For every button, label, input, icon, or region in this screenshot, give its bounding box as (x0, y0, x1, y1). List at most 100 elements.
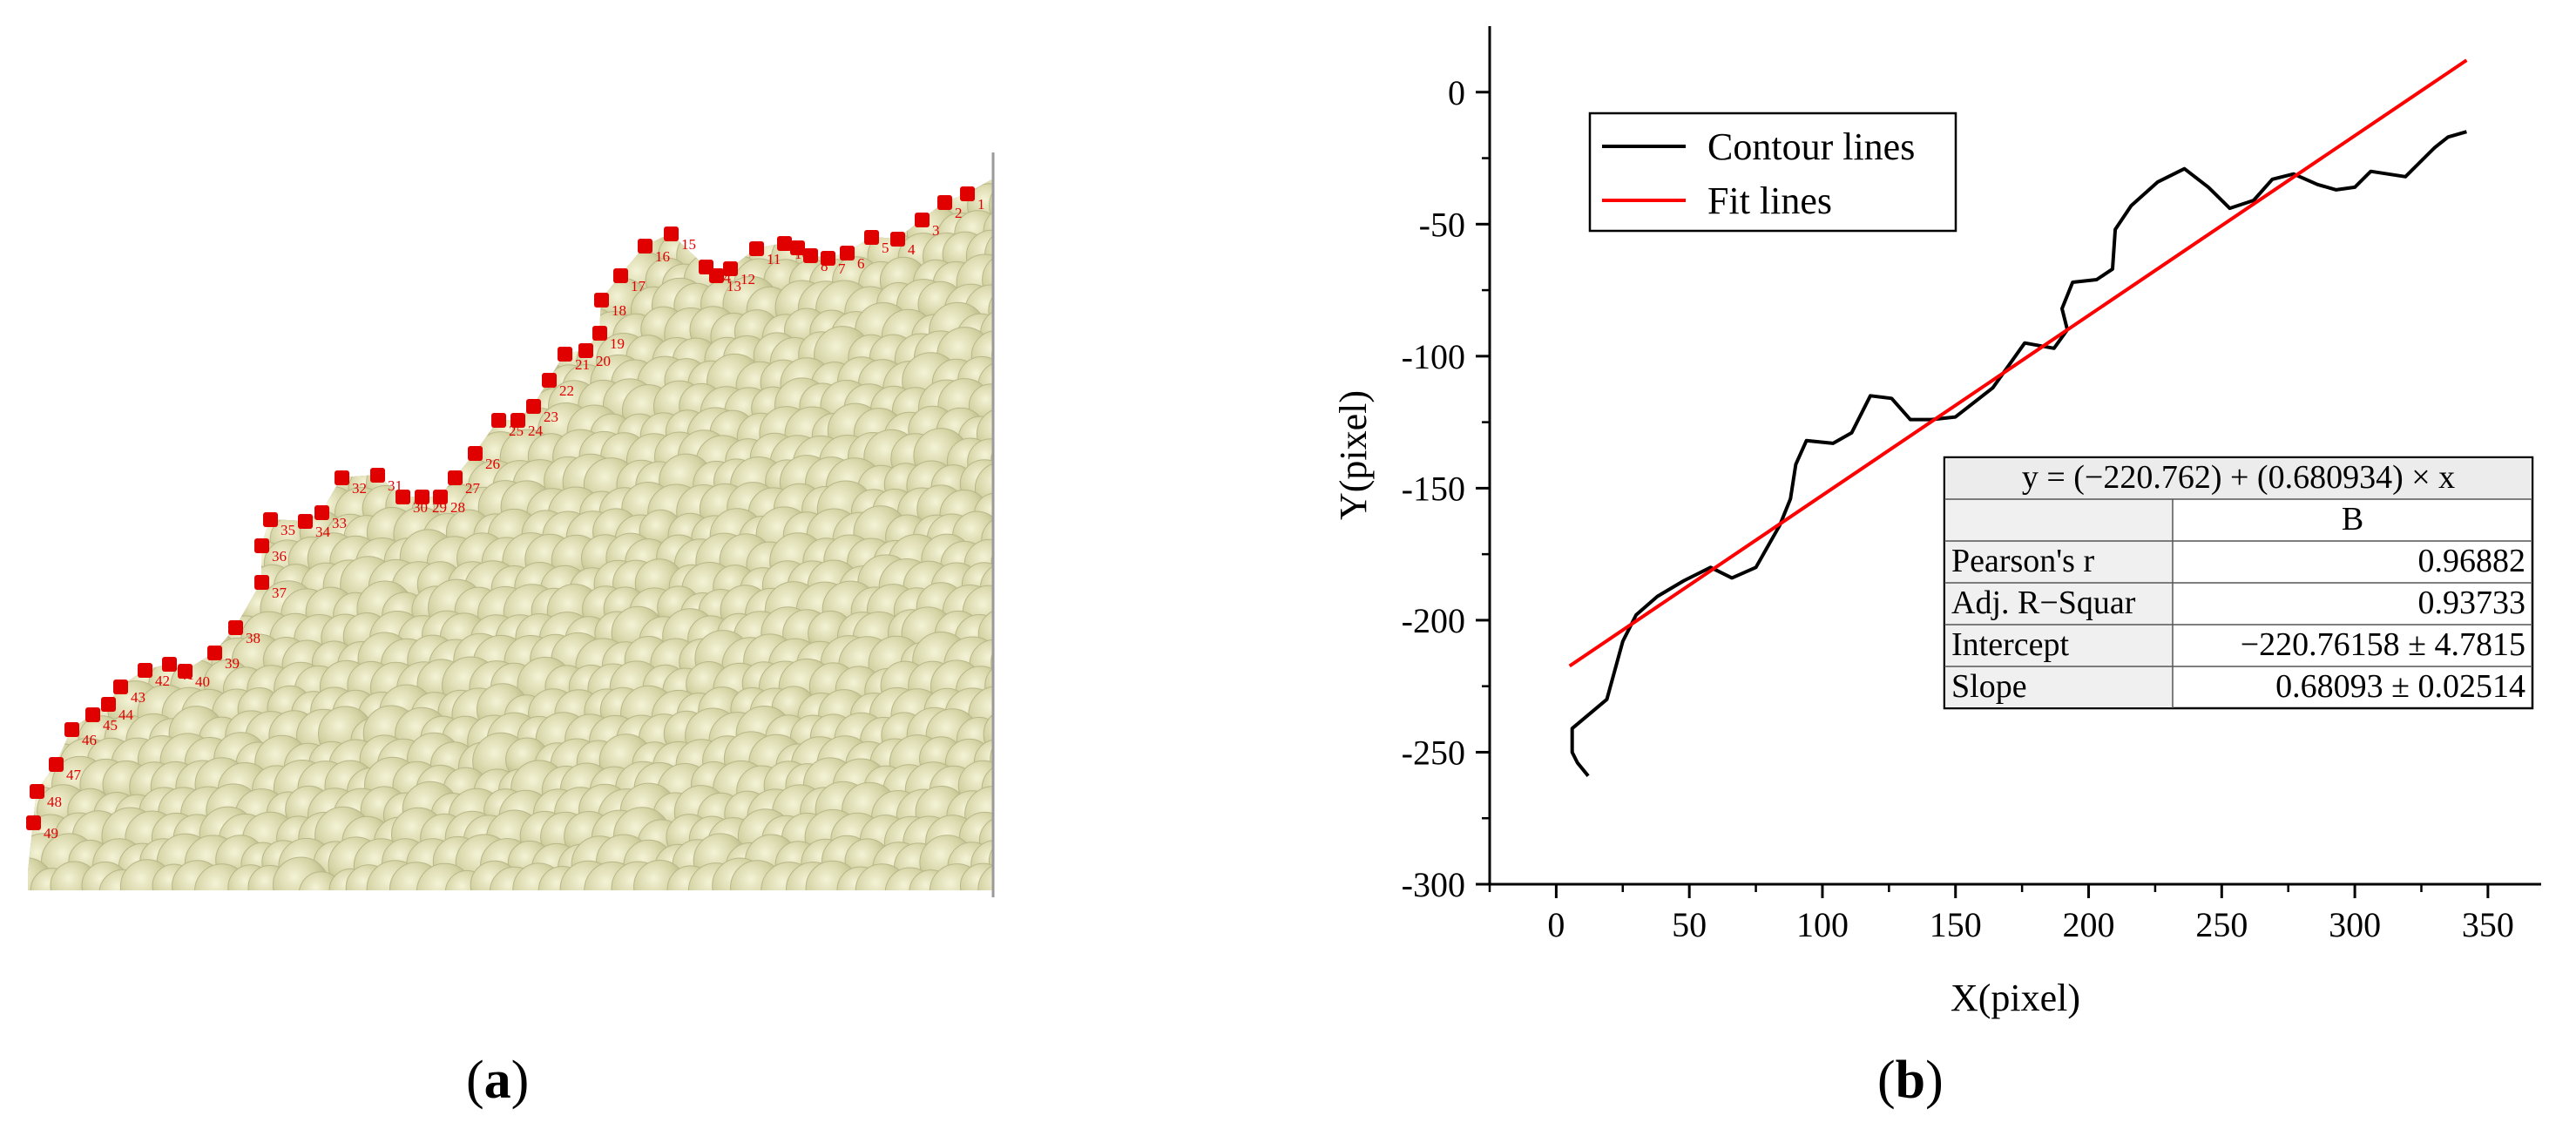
sphere (75, 208, 126, 259)
contour-marker-label: 41 (179, 666, 194, 683)
contour-marker (30, 784, 44, 799)
sphere (297, 407, 344, 454)
sphere (916, 127, 966, 178)
contour-marker (613, 268, 628, 283)
sphere (212, 285, 265, 338)
sphere (553, 179, 599, 182)
sphere (177, 204, 228, 254)
sphere (294, 254, 352, 310)
sphere (132, 257, 179, 304)
sphere (187, 233, 237, 282)
sphere (87, 228, 144, 284)
sphere (252, 263, 299, 310)
sphere (494, 179, 545, 211)
sphere (191, 388, 243, 439)
sphere (166, 285, 213, 332)
sphere (67, 384, 117, 434)
sphere (200, 504, 254, 559)
sphere (497, 313, 543, 359)
sphere (28, 314, 57, 361)
sphere (286, 434, 341, 489)
sphere (29, 659, 79, 709)
sphere (308, 231, 355, 278)
sphere (131, 362, 177, 409)
sphere (296, 356, 352, 411)
contour-marker-label: 11 (767, 251, 781, 267)
x-tick-label: 300 (2329, 905, 2381, 944)
sphere (342, 179, 400, 215)
sphere (647, 179, 697, 180)
sphere (535, 210, 589, 264)
sphere (288, 184, 334, 229)
sphere (415, 309, 470, 364)
sphere (405, 285, 458, 338)
sphere (193, 408, 250, 465)
sphere (103, 259, 153, 310)
contour-marker-label: 45 (103, 717, 118, 734)
sphere (28, 432, 71, 490)
sphere (991, 437, 993, 483)
sphere (50, 202, 106, 259)
sphere (396, 179, 449, 212)
contour-marker (26, 815, 41, 830)
sphere (147, 606, 201, 660)
sphere (312, 179, 362, 180)
sphere (759, 179, 812, 212)
sphere (346, 206, 404, 264)
sphere (28, 358, 51, 405)
sphere (362, 179, 410, 180)
sphere (603, 179, 660, 189)
sphere (774, 182, 823, 231)
sphere (988, 283, 993, 339)
sphere (107, 359, 152, 404)
sphere (368, 179, 423, 209)
x-tick-label: 150 (1930, 905, 1982, 944)
sphere (48, 609, 104, 666)
sphere (28, 402, 55, 460)
sphere (483, 179, 535, 180)
sphere (39, 377, 98, 436)
sphere (112, 533, 164, 585)
sphere (193, 301, 250, 358)
sphere (210, 233, 258, 281)
sphere (28, 513, 58, 565)
sphere (175, 505, 233, 563)
contour-marker (960, 186, 975, 201)
sphere (28, 359, 81, 417)
sphere (208, 533, 258, 583)
sphere (1004, 813, 1045, 862)
contour-marker (113, 680, 128, 694)
contour-marker-label: 3 (932, 222, 940, 239)
stats-table-row-name: Adj. R−Squar (1951, 585, 2136, 621)
sphere (155, 179, 213, 190)
sphere (186, 436, 233, 483)
sphere (54, 179, 105, 204)
sphere (125, 606, 179, 659)
panel-b-label: (b) (1877, 1051, 1944, 1110)
sphere (982, 253, 993, 308)
sphere (121, 338, 166, 382)
y-tick-label: 0 (1448, 73, 1465, 112)
sphere (826, 186, 870, 232)
x-tick-label: 200 (2063, 905, 2115, 944)
contour-marker-label: 20 (596, 353, 611, 369)
sphere (161, 179, 216, 232)
y-tick-label: -150 (1402, 469, 1465, 508)
sphere (148, 254, 204, 310)
sphere (274, 457, 321, 504)
sphere (423, 406, 471, 455)
stats-table-row-value: 0.96882 (2418, 543, 2526, 579)
sphere (537, 179, 588, 206)
sphere (66, 333, 118, 385)
contour-marker (254, 538, 269, 553)
sphere (701, 183, 757, 238)
panel-a-sphere-packing: 1 2 3 4 5 6 7 8 9 10 11 12 13 14 15 16 17 18 19 20 21 22 23 24 2… (0, 0, 1045, 1132)
panel-b-chart: 0 -50 -100 -150 -200 -250 -300 0 50 100 150 200 250 3… (1289, 0, 2576, 1132)
contour-marker (263, 512, 278, 527)
sphere (155, 211, 202, 258)
sphere (1003, 357, 1045, 412)
sphere (304, 378, 362, 435)
y-tick-label: -50 (1419, 205, 1465, 244)
sphere (233, 333, 289, 389)
sphere (886, 179, 936, 204)
